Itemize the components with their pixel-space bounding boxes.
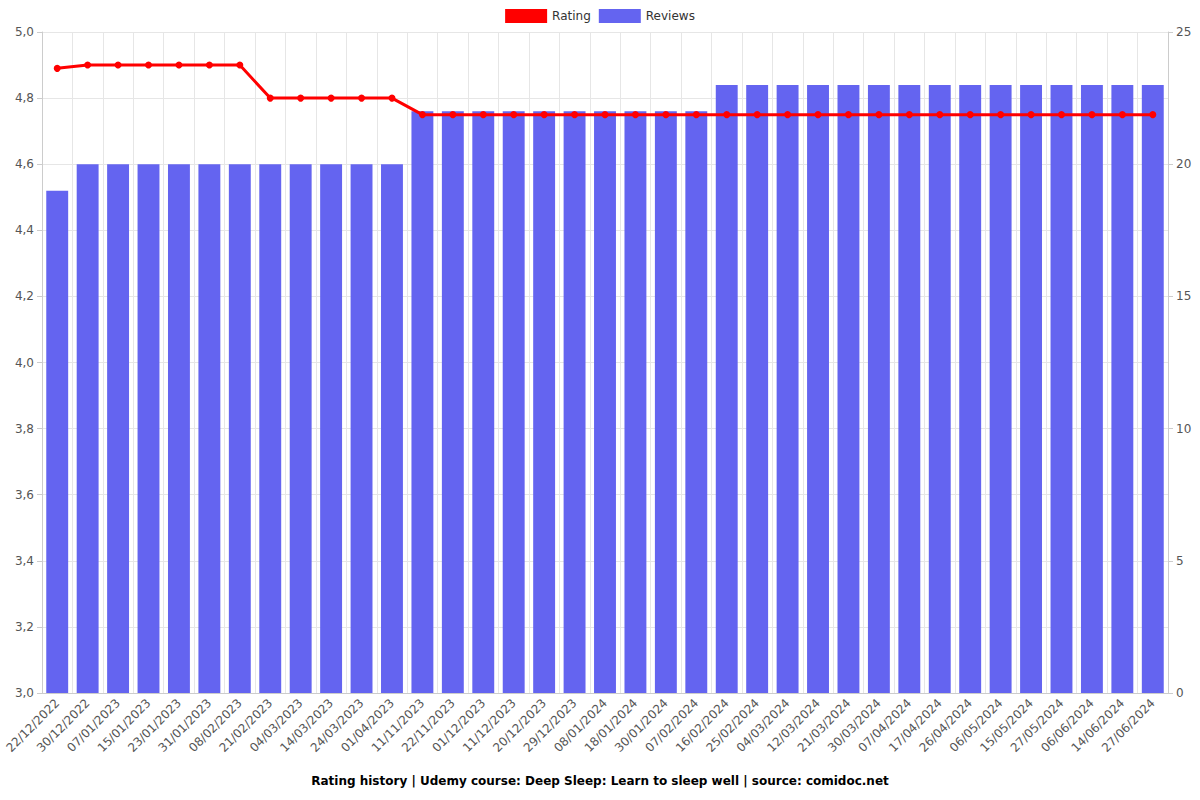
- svg-text:15: 15: [1176, 289, 1191, 303]
- svg-text:25: 25: [1176, 25, 1191, 39]
- svg-text:3,4: 3,4: [15, 554, 34, 568]
- svg-text:11/11/2023: 11/11/2023: [368, 696, 428, 755]
- svg-text:3,2: 3,2: [15, 620, 34, 634]
- svg-text:0: 0: [1176, 686, 1184, 700]
- svg-text:21/03/2024: 21/03/2024: [794, 696, 854, 755]
- svg-text:18/01/2024: 18/01/2024: [581, 696, 641, 755]
- svg-text:07/04/2024: 07/04/2024: [855, 696, 915, 755]
- svg-text:3,6: 3,6: [15, 488, 34, 502]
- svg-text:31/01/2023: 31/01/2023: [155, 696, 215, 755]
- svg-text:17/04/2024: 17/04/2024: [886, 696, 945, 755]
- svg-text:04/03/2024: 04/03/2024: [733, 696, 793, 755]
- svg-text:10: 10: [1176, 422, 1191, 436]
- svg-text:11/12/2023: 11/12/2023: [459, 696, 519, 755]
- svg-text:Rating: Rating: [552, 9, 591, 23]
- svg-text:3,8: 3,8: [15, 422, 34, 436]
- svg-text:22/11/2023: 22/11/2023: [399, 696, 458, 755]
- svg-text:23/01/2023: 23/01/2023: [125, 696, 184, 755]
- svg-text:14/06/2024: 14/06/2024: [1068, 696, 1128, 755]
- svg-text:27/06/2024: 27/06/2024: [1099, 696, 1158, 755]
- svg-text:08/02/2023: 08/02/2023: [186, 696, 245, 755]
- svg-text:01/12/2023: 01/12/2023: [429, 696, 489, 755]
- svg-text:3,0: 3,0: [15, 686, 34, 700]
- svg-text:29/12/2023: 29/12/2023: [520, 696, 580, 755]
- svg-text:4,4: 4,4: [15, 223, 34, 237]
- svg-text:01/04/2023: 01/04/2023: [338, 696, 397, 755]
- svg-text:24/03/2023: 24/03/2023: [307, 696, 367, 755]
- svg-text:5: 5: [1176, 554, 1184, 568]
- svg-text:07/01/2023: 07/01/2023: [64, 696, 123, 755]
- svg-text:30/12/2022: 30/12/2022: [33, 696, 93, 755]
- svg-text:06/05/2024: 06/05/2024: [946, 696, 1006, 755]
- svg-text:16/02/2024: 16/02/2024: [672, 696, 732, 755]
- svg-text:30/03/2024: 30/03/2024: [825, 696, 884, 755]
- svg-text:14/03/2023: 14/03/2023: [277, 696, 337, 755]
- svg-text:26/04/2024: 26/04/2024: [916, 696, 976, 755]
- svg-text:Rating history | Udemy course:: Rating history | Udemy course: Deep Slee…: [311, 774, 889, 788]
- svg-text:22/12/2022: 22/12/2022: [3, 696, 63, 755]
- svg-text:15/01/2023: 15/01/2023: [94, 696, 154, 755]
- svg-text:20: 20: [1176, 157, 1191, 171]
- svg-text:27/05/2024: 27/05/2024: [1007, 696, 1067, 755]
- svg-text:25/02/2024: 25/02/2024: [703, 696, 763, 755]
- svg-text:04/03/2023: 04/03/2023: [246, 696, 306, 755]
- svg-text:4,6: 4,6: [15, 157, 34, 171]
- svg-text:4,2: 4,2: [15, 289, 34, 303]
- svg-text:Reviews: Reviews: [646, 9, 695, 23]
- svg-text:06/06/2024: 06/06/2024: [1038, 696, 1097, 755]
- svg-text:30/01/2024: 30/01/2024: [612, 696, 671, 755]
- svg-text:15/05/2024: 15/05/2024: [977, 696, 1036, 755]
- svg-text:07/02/2024: 07/02/2024: [642, 696, 702, 755]
- svg-text:5,0: 5,0: [15, 25, 34, 39]
- svg-text:12/03/2024: 12/03/2024: [764, 696, 823, 755]
- svg-text:08/01/2024: 08/01/2024: [551, 696, 610, 755]
- svg-text:4,0: 4,0: [15, 356, 34, 370]
- svg-text:4,8: 4,8: [15, 91, 34, 105]
- svg-text:20/12/2023: 20/12/2023: [490, 696, 550, 755]
- svg-text:21/02/2023: 21/02/2023: [216, 696, 276, 755]
